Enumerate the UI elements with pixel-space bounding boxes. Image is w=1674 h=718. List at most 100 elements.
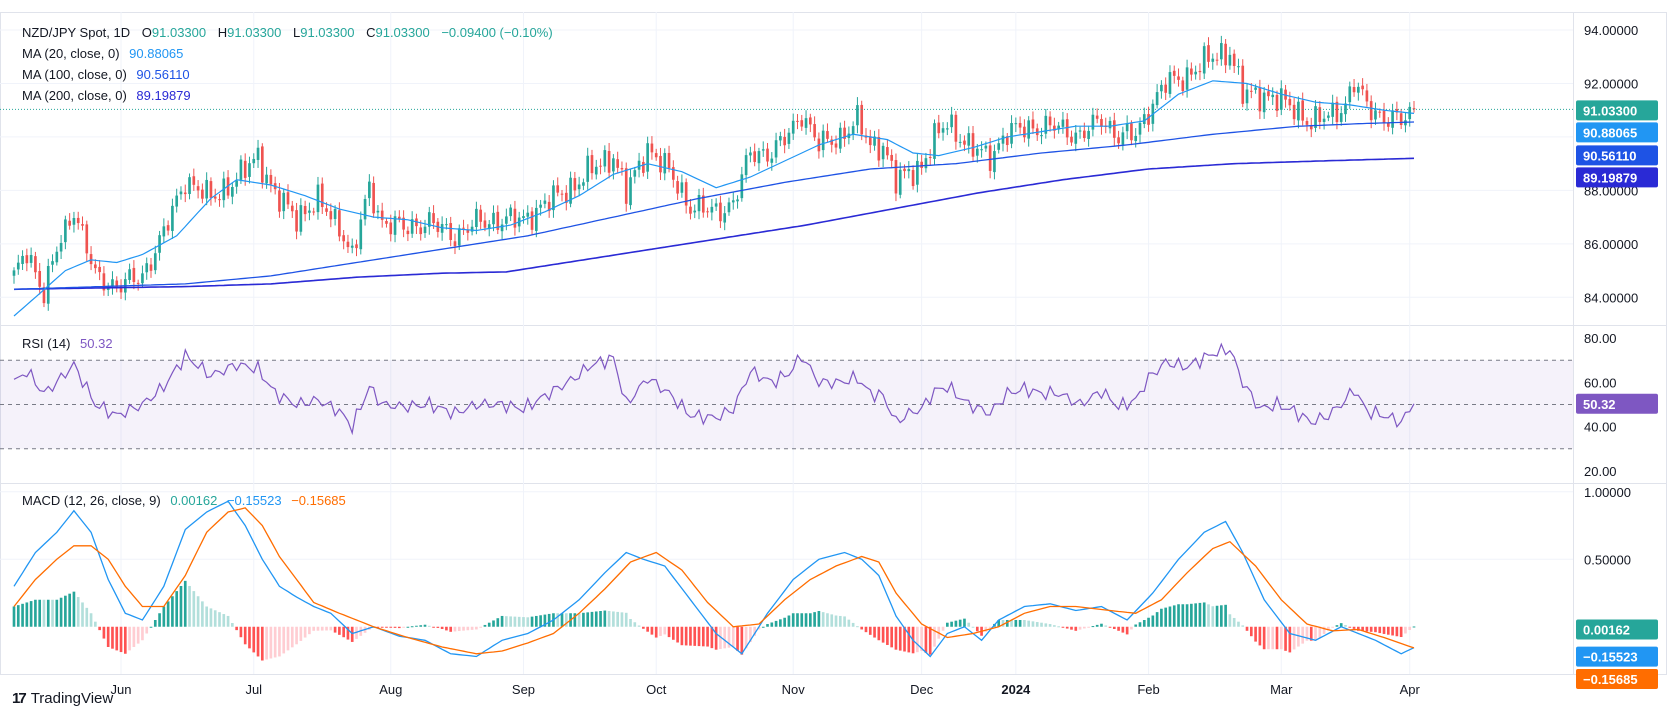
macd-hist-value: 0.00162 [170,493,217,508]
macd-hist-bar [1172,605,1176,627]
candle-body [941,128,945,133]
candle-body [385,220,388,224]
candle-body [916,160,919,185]
macd-hist-bar [770,622,774,627]
macd-hist-bar [547,613,551,627]
candle-body [890,154,894,161]
ma100-value: 90.56110 [136,67,189,82]
macd-hist-bar [633,622,637,627]
macd-hist-bar [402,626,405,628]
tradingview-brand[interactable]: TradingView [30,690,114,707]
candle-body [449,223,453,241]
candle-body [218,199,221,201]
candle-body [757,151,761,164]
candle-body [804,118,808,128]
macd-hist-bar [286,626,290,651]
candle-body [149,264,153,271]
macd-hist-bar [158,613,161,627]
macd-hist-bar [166,601,170,627]
time-axis-label: Dec [910,682,934,697]
candle-body [1065,119,1069,138]
macd-hist-bar [115,626,119,651]
candle-body [338,210,341,237]
macd-hist-bar [1357,626,1360,631]
macd-hist-bar [500,615,504,627]
candle-body [265,174,268,184]
macd-hist-tag-text: 0.00162 [1583,623,1630,638]
macd-hist-bar [171,596,174,627]
macd-hist-bar [479,626,482,628]
candle-body [993,151,996,173]
macd-hist-bar [1369,626,1373,632]
candle-body [55,251,59,263]
candle-body [196,186,200,191]
candle-body [612,158,615,172]
candle-body [594,166,598,175]
tradingview-logo-icon[interactable]: 17 [12,690,27,707]
candle-body [988,145,992,171]
candle-body [368,181,371,199]
candle-body [1185,67,1189,90]
macd-hist-bar [153,620,157,627]
candle-body [98,266,101,273]
macd-hist-bar [1164,607,1168,627]
macd-hist-bar [1232,617,1236,627]
candles [12,35,1416,311]
macd-hist-bar [1395,626,1399,637]
macd-hist-bar [1297,626,1300,647]
candle-body [1023,126,1026,138]
macd-signal-value: −0.15685 [291,493,346,508]
candle-body [1087,130,1090,139]
ma200-price-tag-text: 89.19879 [1583,170,1637,185]
macd-hist-bar [222,614,226,627]
macd-hist-bar [123,626,127,654]
candle-body [89,254,93,265]
macd-hist-bar [881,626,885,643]
macd-hist-bar [201,601,204,627]
macd-hist-bar [509,616,512,627]
macd-hist-bar [94,621,97,627]
candle-body [663,153,667,174]
candle-body [800,120,804,127]
candle-body [1053,125,1056,131]
macd-hist-bar [256,626,260,657]
candle-body [46,265,50,304]
candle-body [1297,101,1300,121]
macd-hist-bar [1305,626,1309,641]
candle-body [774,140,778,158]
footer: 17 TradingView [12,690,113,707]
candle-body [111,279,114,287]
macd-hist-bar [1130,626,1133,630]
candle-body [1352,87,1356,93]
time-axis-label: Jun [111,682,132,697]
macd-hist-bar [753,626,756,636]
macd-hist-bar [29,601,33,627]
macd-hist-bar [175,591,179,627]
macd-hist-bar [72,591,76,627]
macd-hist-bar [252,626,256,653]
macd-hist-bar [483,624,487,627]
candle-body [753,151,756,162]
candle-body [1121,132,1125,145]
macd-hist-bar [295,626,298,645]
candle-body [445,224,448,226]
candle-body [826,131,829,139]
macd-hist-bar [34,599,37,627]
macd-hist-bar [1220,605,1223,627]
candle-body [355,244,358,249]
macd-hist-bar [162,606,166,627]
macd-hist-bar [55,599,59,627]
time-axis-label: Nov [782,682,806,697]
macd-hist-bar [466,626,470,631]
macd-hist-bar [813,612,816,627]
macd-hist-bar [958,619,962,627]
time-axis-label: Apr [1400,682,1421,697]
macd-hist-bar [689,626,692,646]
candle-body [1267,91,1270,97]
macd-hist-bar [81,602,84,627]
macd-hist-bar [941,626,945,631]
candle-body [171,205,174,231]
rsi-tick-label: 20.00 [1584,464,1617,479]
macd-hist-bar [132,626,136,647]
candle-body [1327,115,1330,118]
